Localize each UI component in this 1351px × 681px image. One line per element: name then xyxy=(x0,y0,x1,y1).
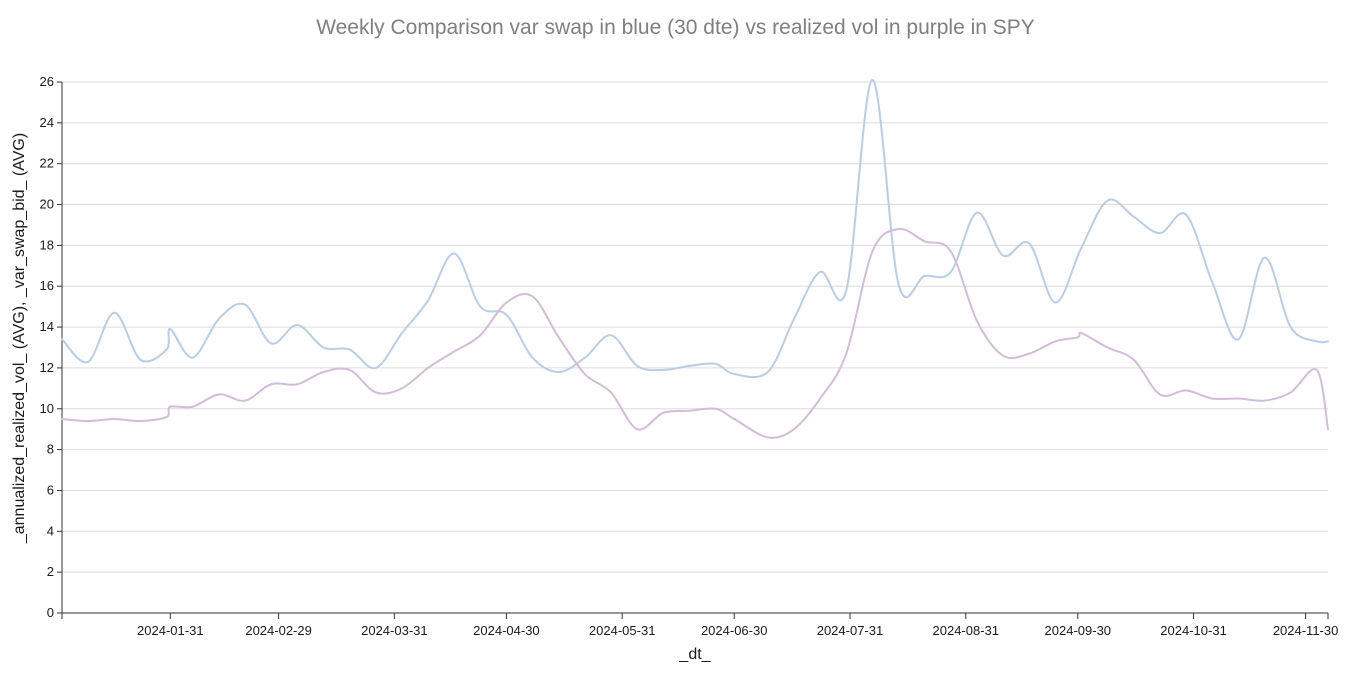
y-tick-label: 8 xyxy=(47,442,54,457)
y-tick-label: 2 xyxy=(47,564,54,579)
x-axis-title: _dt_ xyxy=(678,646,711,663)
x-tick-label: 2024-03-31 xyxy=(361,623,428,638)
grid-layer xyxy=(62,81,1328,573)
var-swap-line xyxy=(61,78,1329,379)
x-tick-label: 2024-08-31 xyxy=(933,623,1000,638)
x-tick-label: 2024-10-31 xyxy=(1160,623,1227,638)
y-tick-label: 24 xyxy=(40,115,54,130)
x-tick-label: 2024-01-31 xyxy=(137,623,204,638)
y-tick-label: 20 xyxy=(40,197,54,212)
y-tick-label: 10 xyxy=(40,401,54,416)
y-tick-label: 14 xyxy=(40,319,54,334)
realized-vol-line xyxy=(61,227,1329,439)
y-tick-label: 4 xyxy=(47,523,54,538)
y-axis-title: _annualized_realized_vol_ (AVG), _var_sw… xyxy=(11,133,28,544)
y-tick-label: 18 xyxy=(40,237,54,252)
x-tick-label: 2024-04-30 xyxy=(473,623,540,638)
series-layer xyxy=(61,78,1329,439)
y-tick-label: 0 xyxy=(47,605,54,620)
y-tick-label: 16 xyxy=(40,278,54,293)
y-tick-label: 6 xyxy=(47,482,54,497)
y-tick-label: 26 xyxy=(40,74,54,89)
x-tick-label: 2024-02-29 xyxy=(245,623,312,638)
chart-title: Weekly Comparison var swap in blue (30 d… xyxy=(316,16,1035,39)
x-tick-label: 2024-05-31 xyxy=(589,623,656,638)
y-tick-label: 12 xyxy=(40,360,54,375)
x-tick-label: 2024-11-30 xyxy=(1273,623,1339,638)
x-tick-label: 2024-06-30 xyxy=(701,623,768,638)
y-tick-label: 22 xyxy=(40,156,54,171)
x-tick-label: 2024-09-30 xyxy=(1045,623,1112,638)
x-tick-label: 2024-07-31 xyxy=(817,623,884,638)
